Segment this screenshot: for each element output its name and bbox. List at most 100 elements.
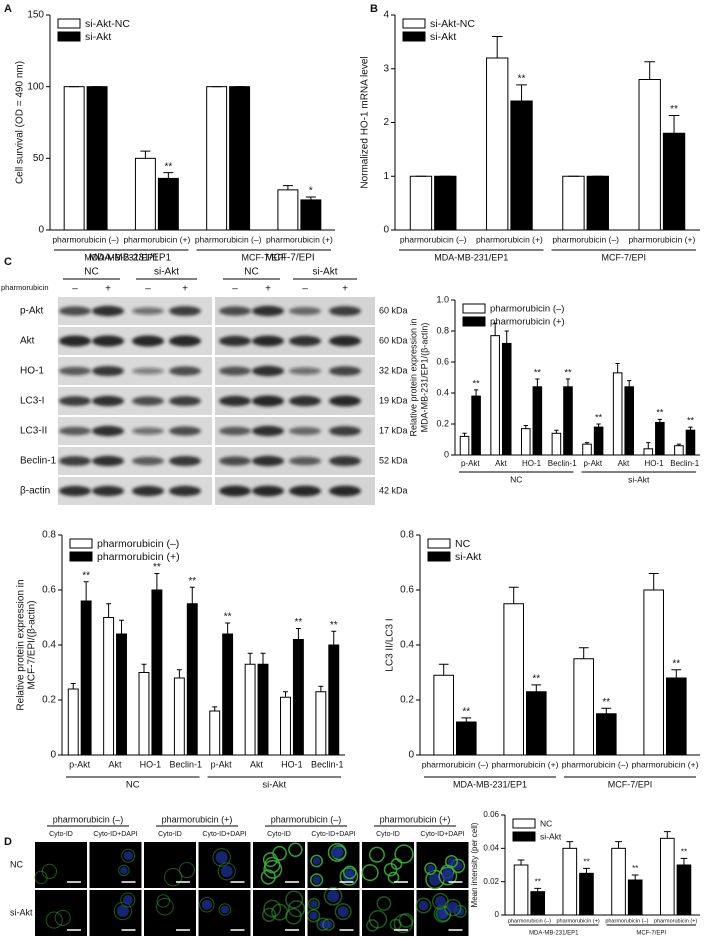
x-tick-label: pharmorubicin (+) [556, 918, 599, 924]
x-tick-label: pharmorubicin (–) [52, 234, 119, 244]
x-tick-label: pharmorubicin (–) [562, 759, 629, 769]
blot-band [289, 427, 321, 435]
blot-band [329, 426, 361, 436]
bar [67, 688, 79, 756]
nucleus [220, 905, 229, 914]
y-axis-label: Cell survival (OD = 490 nm) [15, 61, 26, 184]
blot-row-label: Beclin-1 [20, 456, 57, 467]
significance-label: ** [518, 74, 526, 85]
blot-band [219, 306, 251, 316]
bar [471, 395, 481, 456]
x-tick-label: Beclin-1 [170, 759, 203, 769]
treatment-sign: – [72, 284, 78, 295]
cell [34, 870, 48, 885]
error-bar [491, 36, 503, 58]
x-tick-label: Akt [250, 759, 264, 769]
cell [368, 910, 388, 929]
bar [666, 677, 687, 756]
condition-label: pharmorubicin (+) [380, 814, 451, 824]
legend-swatch [462, 303, 486, 314]
y-tick-label: 2 [383, 117, 389, 128]
error-bar [531, 684, 542, 692]
legend-swatch [69, 538, 93, 549]
bar [103, 617, 115, 756]
significance-label: ** [656, 408, 664, 418]
x-tick-label: pharmorubicin (–) [400, 234, 467, 244]
y-axis-label: LC3 II/LC3 I [385, 618, 396, 671]
x-tick-label: p-Akt [69, 759, 91, 769]
blot-row-label: p-Akt [20, 306, 44, 317]
cell [438, 866, 458, 886]
x-tick-label: Beclin-1 [670, 459, 699, 468]
error-bar [516, 84, 527, 101]
nucleus [220, 865, 233, 878]
bar [503, 603, 524, 756]
micrograph [89, 890, 142, 936]
group-label: MCF-7/EPI [241, 252, 286, 262]
micrograph [35, 842, 87, 888]
micrograph [89, 842, 142, 888]
bar [674, 445, 684, 456]
y-axis-label: MDA-MB-231/EP1/(β-actin) [419, 323, 429, 433]
group-label: si-Akt [313, 267, 338, 278]
error-bar [331, 630, 337, 645]
y-tick-label: 100 [27, 81, 44, 92]
cell [118, 864, 130, 877]
y-tick-label: 150 [27, 10, 44, 21]
blot-band [92, 425, 124, 437]
legend-label: pharmorubicin (–) [97, 538, 179, 550]
blot-band [252, 455, 284, 467]
significance-label: ** [153, 562, 161, 573]
bar [501, 342, 512, 456]
legend-label: si-Akt [430, 31, 456, 43]
blot-band [132, 307, 164, 315]
error-bar [295, 628, 301, 640]
y-tick-label: 0 [38, 225, 44, 236]
error-bar [627, 380, 632, 387]
error-bar [119, 619, 124, 634]
bar [433, 674, 454, 756]
cell [387, 871, 400, 884]
treatment-sign: + [105, 284, 111, 295]
y-tick-label: 4 [383, 10, 389, 21]
treatment-sign: + [342, 284, 348, 295]
blot-size-label: 17 kDa [379, 425, 408, 435]
cell [398, 913, 414, 928]
nucleus [215, 851, 228, 864]
blot-band [289, 456, 321, 466]
nucleus [447, 857, 456, 866]
significance-label: ** [473, 378, 481, 388]
bar [612, 372, 623, 456]
cell [260, 869, 276, 885]
condition-label: pharmorubicin (+) [162, 814, 233, 824]
cell [334, 903, 352, 921]
panel-letter: C [4, 256, 12, 268]
blot-size-label: 32 kDa [379, 365, 408, 375]
bar [627, 879, 643, 916]
error-bar [566, 841, 574, 849]
bar [86, 86, 108, 231]
significance-label: ** [164, 161, 172, 172]
bar [530, 891, 546, 916]
error-bar [163, 172, 174, 179]
y-tick-label: 0.2 [42, 695, 56, 706]
nucleus [116, 904, 129, 918]
y-tick-label: 0 [383, 225, 389, 236]
bar [300, 199, 322, 231]
y-tick-label: 0.6 [42, 585, 56, 596]
cell [120, 892, 136, 908]
bar [292, 639, 304, 756]
bar [222, 633, 234, 756]
blot-size-label: 42 kDa [379, 485, 408, 495]
cell [322, 918, 335, 931]
cell [309, 873, 324, 887]
cell [361, 864, 379, 882]
legend-label: si-Akt-NC [85, 18, 130, 30]
channel-label: Cyto-ID+DAPI [420, 831, 464, 838]
bar [643, 448, 654, 456]
bar [624, 386, 635, 456]
significance-label: ** [672, 658, 680, 669]
legend-swatch [402, 18, 426, 29]
nucleus [331, 846, 344, 859]
x-tick-label: pharmorubicin (+) [654, 918, 697, 924]
